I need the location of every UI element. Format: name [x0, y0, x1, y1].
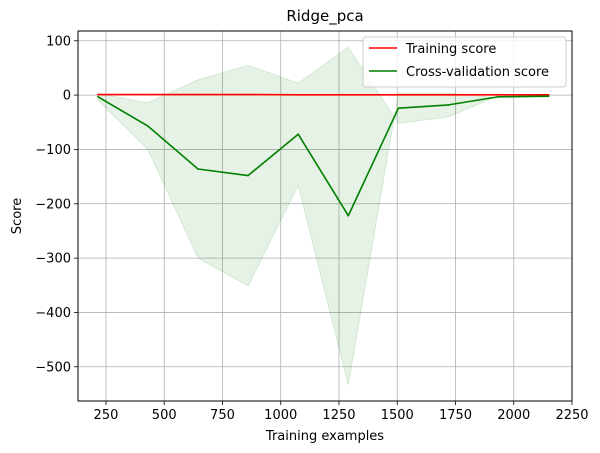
legend-label-cross-validation: Cross-validation score — [406, 65, 549, 80]
data-point-training-score — [97, 93, 99, 96]
data-point-cross-validation-score — [97, 95, 99, 98]
data-point-training-score — [197, 93, 199, 96]
data-point-cross-validation-score — [397, 107, 400, 109]
data-point-training-score — [297, 94, 300, 96]
x-tick-label: 750 — [210, 408, 235, 423]
legend-label-training: Training score — [405, 42, 496, 57]
y-tick-label: −200 — [35, 197, 71, 212]
data-point-cross-validation-score — [447, 104, 450, 106]
y-axis-label: Score — [10, 198, 25, 234]
data-point-cross-validation-score — [497, 95, 500, 98]
x-axis-label: Training examples — [265, 429, 384, 444]
x-tick-label: 2250 — [555, 408, 588, 423]
data-point-cross-validation-score — [297, 133, 300, 136]
x-tick-label: 1750 — [439, 408, 472, 423]
series-lines — [97, 93, 549, 217]
plot-frame — [77, 30, 573, 402]
y-tick-label: −100 — [35, 143, 71, 158]
data-point-training-score — [147, 93, 149, 96]
data-point-training-score — [397, 94, 400, 96]
data-point-cross-validation-score — [347, 214, 350, 217]
data-point-cross-validation-score — [197, 168, 199, 170]
data-point-training-score — [247, 93, 249, 96]
data-point-cross-validation-score — [247, 174, 249, 177]
data-point-cross-validation-score — [547, 95, 550, 97]
x-tick-label: 1500 — [381, 408, 414, 423]
y-tick-label: 0 — [63, 89, 71, 104]
data-point-training-score — [347, 94, 350, 96]
data-point-training-score — [497, 94, 500, 96]
series-line-cross-validation-score — [97, 95, 549, 217]
y-axis: 100 0 −100 −200 −300 −400 −500 — [35, 34, 78, 375]
x-tick-label: 2000 — [497, 408, 530, 423]
legend-box — [362, 36, 567, 88]
data-point-training-score — [447, 94, 450, 96]
chart-title: Ridge_pca — [286, 7, 363, 26]
legend: Training score Cross-validation score — [362, 36, 567, 88]
x-axis: 250 500 750 1000 1250 1500 1750 2000 2250 — [94, 401, 589, 423]
data-point-cross-validation-score — [147, 125, 149, 127]
y-tick-label: −300 — [35, 252, 71, 267]
y-tick-label: −500 — [35, 360, 71, 375]
x-tick-label: 1000 — [264, 408, 297, 423]
x-tick-label: 1250 — [322, 408, 355, 423]
x-tick-label: 500 — [152, 408, 177, 423]
x-tick-label: 250 — [94, 408, 119, 423]
y-tick-label: 100 — [46, 34, 71, 49]
series-points — [97, 93, 550, 217]
data-point-training-score — [547, 94, 550, 96]
y-tick-label: −400 — [35, 306, 71, 321]
